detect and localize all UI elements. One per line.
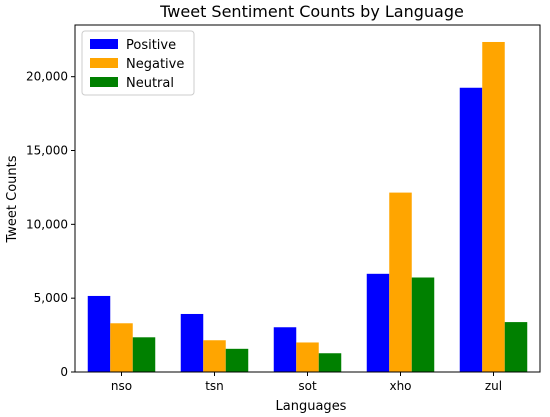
bar-negative-nso: [110, 323, 133, 372]
bar-negative-xho: [389, 192, 412, 372]
x-tick-label: tsn: [205, 379, 224, 393]
bar-positive-nso: [87, 295, 111, 372]
y-tick-label: 10,000: [26, 217, 68, 231]
y-tick-label: 20,000: [26, 70, 68, 84]
x-tick-label: xho: [389, 379, 411, 393]
legend-label-negative: Negative: [126, 57, 184, 72]
y-tick-label: 0: [60, 365, 68, 379]
x-tick-label: nso: [111, 379, 132, 393]
y-axis-title: Tweet Counts: [5, 155, 20, 243]
bar-negative-zul: [482, 41, 505, 373]
bars-group: [87, 41, 528, 373]
bar-positive-tsn: [180, 313, 204, 372]
x-axis: nso tsn sot xho zul: [111, 372, 502, 393]
x-tick-label: sot: [298, 379, 317, 393]
x-tick-label: zul: [485, 379, 502, 393]
x-axis-title: Languages: [276, 399, 347, 414]
bar-neutral-xho: [411, 277, 435, 372]
bar-neutral-zul: [504, 322, 528, 372]
bar-neutral-nso: [132, 337, 156, 372]
bar-positive-zul: [459, 87, 483, 373]
y-axis: 0 5,000 10,000 15,000 20,000: [26, 70, 75, 379]
bar-positive-xho: [366, 273, 390, 372]
y-tick-label: 5,000: [34, 291, 68, 305]
legend-label-neutral: Neutral: [126, 76, 174, 91]
bar-negative-sot: [296, 342, 319, 372]
legend: Positive Negative Neutral: [81, 30, 195, 96]
legend-swatch-positive: [90, 39, 118, 49]
legend-label-positive: Positive: [126, 38, 176, 53]
bar-positive-sot: [273, 327, 297, 372]
bar-neutral-tsn: [225, 348, 249, 372]
y-tick-label: 15,000: [26, 144, 68, 158]
bar-negative-tsn: [203, 340, 226, 372]
chart-title: Tweet Sentiment Counts by Language: [159, 2, 464, 21]
bar-neutral-sot: [318, 353, 342, 372]
legend-swatch-negative: [90, 58, 118, 68]
legend-swatch-neutral: [90, 77, 118, 87]
